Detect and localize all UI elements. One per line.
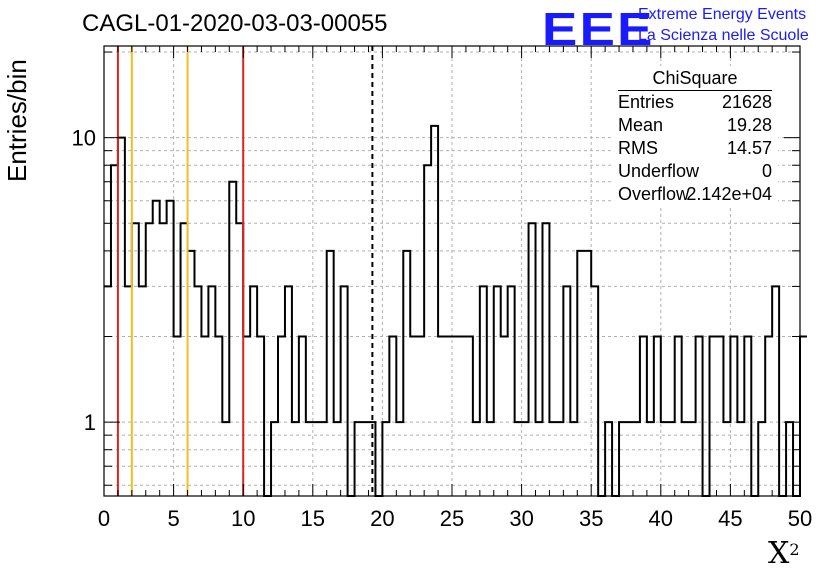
x-tick-label: 30 [509, 506, 533, 531]
x-tick-label: 10 [231, 506, 255, 531]
x-tick-label: 35 [579, 506, 603, 531]
stats-title: ChiSquare [652, 68, 738, 88]
stats-divider [618, 90, 772, 91]
stats-value: 2.142e+04 [686, 184, 772, 204]
y-tick-label: 1 [84, 410, 96, 435]
stats-value: 21628 [721, 92, 772, 112]
eee-logo-mark: EEE [542, 3, 655, 55]
stats-label: Overflow [618, 184, 690, 204]
eee-logo-line1: Extreme Energy Events [638, 6, 807, 23]
x-tick-label: 50 [788, 506, 812, 531]
stats-value: 19.28 [726, 115, 772, 135]
histogram-bars [104, 124, 807, 497]
x-tick-label: 40 [649, 506, 673, 531]
stats-label: Underflow [618, 161, 700, 181]
x-tick-label: 25 [440, 506, 464, 531]
stats-row-mean: Mean 19.28 [618, 115, 772, 137]
axis-ticks: 0 5 10 15 20 25 30 35 40 45 50 1 10 [72, 46, 812, 531]
histogram-outline [104, 124, 807, 497]
x-tick-label: 15 [301, 506, 325, 531]
stats-row-rms: RMS 14.57 [618, 138, 772, 160]
stats-row-entries: Entries 21628 [618, 92, 772, 114]
stats-row-underflow: Underflow 0 [618, 161, 772, 183]
x-tick-label: 45 [718, 506, 742, 531]
chart-title: CAGL-01-2020-03-03-00055 [82, 10, 388, 37]
stats-value: 0 [761, 161, 772, 181]
marker-lines [116, 46, 374, 496]
x-axis-label: X2 [768, 536, 800, 571]
x-tick-label: 20 [370, 506, 394, 531]
y-axis-label: Entries/bin [2, 59, 32, 182]
stats-label: RMS [618, 138, 658, 158]
y-tick-label: 10 [72, 126, 96, 151]
stats-label: Entries [618, 92, 675, 112]
stats-row-overflow: Overflow 2.142e+04 [618, 184, 772, 206]
x-tick-label: 0 [98, 506, 110, 531]
stats-box: ChiSquare Entries 21628 Mean 19.28 RMS 1… [612, 66, 778, 208]
stats-label: Mean [618, 115, 664, 135]
stats-value: 14.57 [726, 138, 772, 158]
eee-logo-line2: La Scienza nelle Scuole [638, 27, 809, 44]
x-tick-label: 5 [167, 506, 179, 531]
